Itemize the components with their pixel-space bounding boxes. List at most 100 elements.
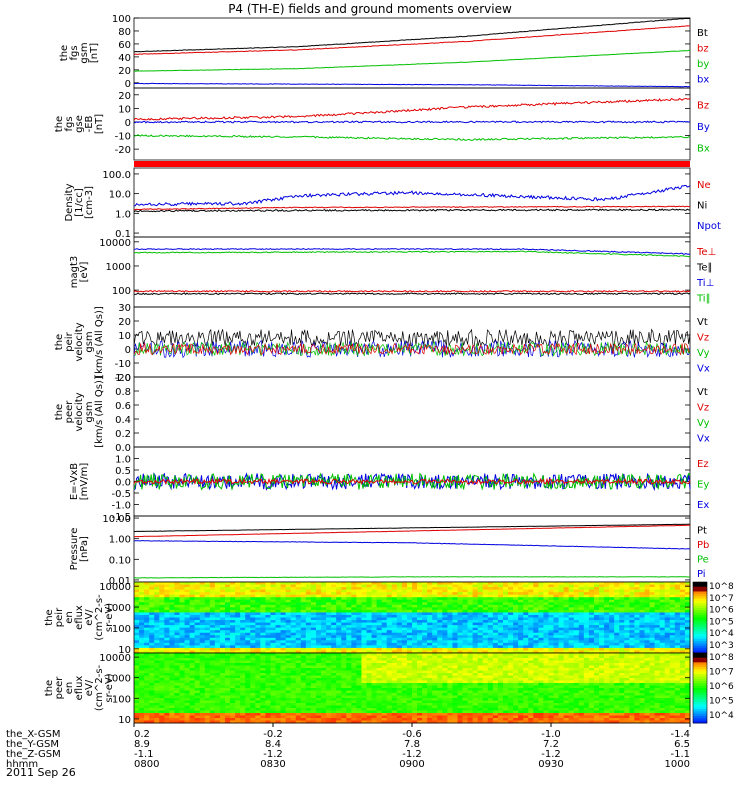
spectrogram-cell bbox=[482, 632, 489, 636]
spectrogram-cell bbox=[518, 632, 524, 636]
y-axis-label-line: eflux bbox=[74, 605, 85, 630]
spectrogram-cell bbox=[310, 622, 317, 626]
spectrogram-cell bbox=[401, 609, 408, 613]
spectrogram-cell bbox=[396, 630, 403, 634]
spectrogram-cell bbox=[406, 720, 413, 724]
spectrogram-cell bbox=[371, 680, 378, 684]
spectrogram-cell bbox=[391, 680, 398, 684]
spectrogram-cell bbox=[235, 693, 241, 696]
spectrogram-cell bbox=[533, 620, 539, 624]
spectrogram-cell bbox=[578, 627, 585, 631]
spectrogram-cell bbox=[543, 604, 549, 608]
spectrogram-cell bbox=[583, 604, 590, 608]
spectrogram-cell bbox=[563, 637, 570, 641]
spectrogram-cell bbox=[310, 678, 317, 681]
spectrogram-cell bbox=[285, 700, 292, 704]
spectrogram-cell bbox=[452, 617, 458, 621]
spectrogram-cell bbox=[285, 708, 292, 711]
spectrogram-cell bbox=[331, 589, 337, 593]
spectrogram-cell bbox=[477, 602, 484, 606]
spectrogram-cell bbox=[674, 584, 681, 588]
spectrogram-cell bbox=[295, 592, 302, 596]
spectrogram-cell bbox=[290, 625, 297, 629]
spectrogram-cell bbox=[462, 594, 469, 598]
spectrogram-cell bbox=[417, 592, 423, 596]
spectrogram-cell bbox=[568, 604, 575, 608]
spectrogram-cell bbox=[528, 594, 534, 598]
spectrogram-cell bbox=[427, 584, 433, 588]
spectrogram-cell bbox=[134, 670, 140, 674]
spectrogram-cell bbox=[366, 683, 373, 686]
spectrogram-cell bbox=[406, 625, 413, 629]
spectrogram-cell bbox=[300, 627, 307, 631]
spectrogram-cell bbox=[265, 705, 271, 709]
spectrogram-cell bbox=[406, 645, 413, 649]
spectrogram-cell bbox=[669, 637, 676, 641]
spectrogram-cell bbox=[684, 602, 691, 606]
spectrogram-cell bbox=[214, 653, 221, 656]
spectrogram-cell bbox=[624, 625, 630, 629]
spectrogram-cell bbox=[189, 650, 196, 654]
spectrogram-cell bbox=[315, 718, 322, 721]
spectrogram-cell bbox=[371, 609, 378, 613]
spectrogram-cell bbox=[356, 675, 362, 679]
spectrogram-cell bbox=[508, 622, 514, 626]
spectrogram-cell bbox=[154, 665, 160, 669]
spectrogram-cell bbox=[326, 705, 332, 709]
spectrogram-cell bbox=[285, 698, 292, 701]
spectrogram-cell bbox=[290, 627, 297, 631]
spectrogram-cell bbox=[214, 683, 221, 686]
y-axis-label-line: [km/s (All Qs)] bbox=[94, 376, 105, 448]
spectrogram-cell bbox=[260, 658, 266, 661]
spectrogram-cell bbox=[154, 680, 160, 684]
spectrogram-cell bbox=[326, 715, 332, 719]
spectrogram-cell bbox=[492, 622, 499, 626]
spectrogram-cell bbox=[422, 620, 428, 624]
spectrogram-cell bbox=[401, 602, 408, 606]
spectrogram-cell bbox=[614, 645, 620, 649]
spectrogram-cell bbox=[199, 663, 206, 666]
spectrogram-cell bbox=[219, 607, 226, 611]
spectrogram-cell bbox=[184, 647, 191, 651]
spectrogram-cell bbox=[508, 607, 514, 611]
spectrogram-cell bbox=[159, 612, 165, 616]
spectrogram-cell bbox=[558, 635, 565, 639]
spectrogram-cell bbox=[336, 625, 342, 629]
spectrogram-cell bbox=[240, 690, 246, 694]
spectrogram-cell bbox=[300, 683, 307, 686]
spectrogram-cell bbox=[144, 713, 150, 716]
spectrogram-cell bbox=[588, 637, 595, 641]
spectrogram-cell bbox=[169, 650, 175, 654]
spectrogram-cell bbox=[679, 597, 686, 601]
spectrogram-cell bbox=[230, 700, 236, 704]
spectrogram-cell bbox=[341, 645, 347, 649]
spectrogram-cell bbox=[184, 718, 191, 721]
spectrogram-cell bbox=[194, 695, 201, 699]
spectrogram-cell bbox=[240, 594, 246, 598]
spectrogram-cell bbox=[285, 658, 292, 661]
spectrogram-cell bbox=[457, 582, 464, 586]
spectrogram-cell bbox=[417, 653, 423, 656]
spectrogram-cell bbox=[492, 627, 499, 631]
spectrogram-cell bbox=[386, 647, 393, 651]
spectrogram-cell bbox=[634, 622, 640, 626]
spectrogram-cell bbox=[664, 637, 671, 641]
spectrogram-cell bbox=[321, 703, 327, 706]
spectrogram-cell bbox=[538, 625, 544, 629]
spectrogram-cell bbox=[169, 688, 175, 691]
spectrogram-cell bbox=[614, 640, 620, 644]
spectrogram-cell bbox=[194, 678, 201, 681]
spectrogram-cell bbox=[209, 589, 216, 593]
spectrogram-cell bbox=[432, 607, 438, 611]
spectrogram-cell bbox=[533, 630, 539, 634]
spectrogram-cell bbox=[659, 594, 666, 598]
spectrogram-cell bbox=[214, 627, 221, 631]
spectrogram-cell bbox=[300, 597, 307, 601]
spectrogram-cell bbox=[412, 587, 418, 591]
spectrogram-cell bbox=[356, 642, 362, 646]
spectrogram-cell bbox=[452, 607, 458, 611]
spectrogram-cell bbox=[189, 625, 196, 629]
spectrogram-cell bbox=[315, 675, 322, 679]
spectrogram-cell bbox=[452, 609, 458, 613]
spectrogram-cell bbox=[290, 700, 297, 704]
